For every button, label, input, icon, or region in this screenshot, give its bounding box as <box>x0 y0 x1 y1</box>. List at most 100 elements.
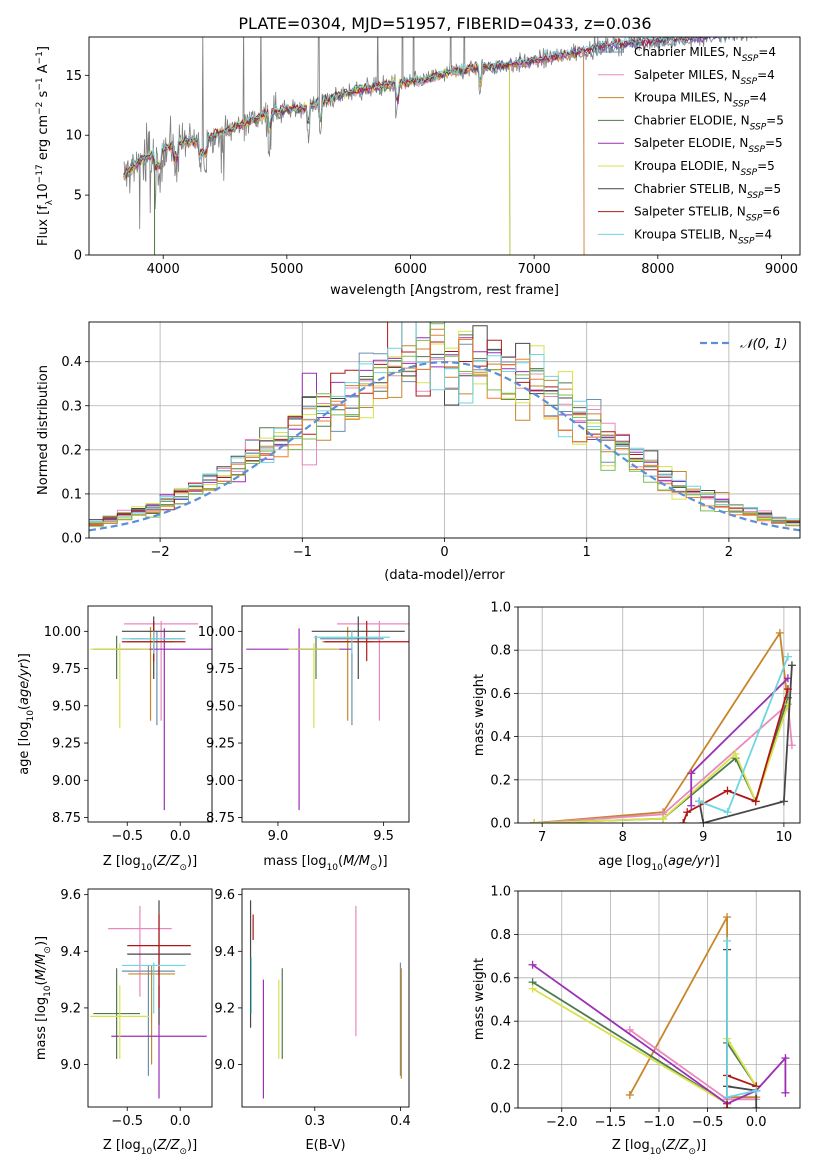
weight-marker <box>752 1086 761 1095</box>
weight-marker <box>723 936 732 945</box>
weight-line <box>534 702 793 823</box>
legend-item: Salpeter ELODIE, NSSP=5 <box>598 136 783 155</box>
axes-frame <box>87 888 213 1108</box>
y-tick-label: 0.6 <box>490 687 511 702</box>
y-tick-label: 9.0 <box>214 1058 235 1073</box>
legend-label: Salpeter MILES, NSSP=4 <box>634 68 775 87</box>
x-tick-label: −0.5 <box>692 1115 724 1130</box>
x-axis-label: Z [log10(Z/Z⊙)] <box>103 854 197 873</box>
x-tick-label: 0.0 <box>170 829 191 844</box>
chart-age_vs_Z: −0.5 0.0 8.75 9.00 9.25 9.50 9.75 10.00 Z [log10… <box>17 605 213 873</box>
legend-label: Chabrier STELIB, NSSP=5 <box>634 182 781 201</box>
y-tick-label: 9.50 <box>206 699 235 714</box>
weight-marker <box>731 749 740 758</box>
weight-line <box>532 987 757 1106</box>
x-axis-label: E(B-V) <box>305 1138 345 1153</box>
residual-histogram <box>89 323 800 527</box>
y-tick-label: 15 <box>65 69 82 84</box>
residual-histogram <box>89 322 800 524</box>
x-tick-label: 1 <box>583 545 591 560</box>
model-spectrum <box>123 37 721 177</box>
y-tick-label: 9.75 <box>206 662 235 677</box>
model-spectrum <box>123 37 737 178</box>
chart-age_vs_mass: 9.0 9.5 8.75 9.00 9.25 9.50 9.75 10.00 mass [log… <box>198 605 410 873</box>
weight-marker <box>783 685 792 694</box>
y-tick-label: 0.6 <box>490 971 511 986</box>
y-axis-label: mass [log10(M/M⊙)] <box>34 936 53 1060</box>
error-bar-point <box>246 628 352 811</box>
y-axis-label: Flux [fλ10−17 erg cm−2 s−1 A−1] <box>35 46 55 246</box>
y-tick-label: 0.8 <box>490 928 511 943</box>
y-tick-label: 0.4 <box>490 1015 511 1030</box>
x-axis-label: (data-model)/error <box>384 568 505 583</box>
y-tick-label: 8.75 <box>206 811 235 826</box>
weight-marker <box>775 628 784 637</box>
x-tick-label: 7 <box>538 830 546 845</box>
y-tick-label: 0.3 <box>61 399 82 414</box>
legend-label: Kroupa MILES, NSSP=4 <box>634 91 767 110</box>
legend-item: Salpeter MILES, NSSP=4 <box>598 68 775 87</box>
y-tick-label: 1.0 <box>490 601 511 616</box>
error-bar-point <box>322 626 374 721</box>
x-axis-label: mass [log10(M/M⊙)] <box>263 854 387 873</box>
error-bar-point <box>130 631 184 726</box>
error-bar-point <box>116 628 212 811</box>
y-tick-label: 0.0 <box>61 532 82 547</box>
y-tick-label: 9.2 <box>60 1001 81 1016</box>
weight-marker <box>659 814 668 823</box>
y-tick-label: 0.2 <box>490 1058 511 1073</box>
x-tick-label: 6000 <box>394 262 427 277</box>
x-tick-label: −0.5 <box>111 1114 143 1129</box>
axes-frame <box>88 321 801 539</box>
x-tick-label: 7000 <box>518 262 551 277</box>
weight-line <box>534 703 789 823</box>
weight-marker <box>787 741 796 750</box>
x-axis-label: Z [log10(Z/Z⊙)] <box>103 1138 197 1157</box>
weight-marker <box>781 1088 790 1097</box>
y-tick-label: 0.4 <box>61 355 82 370</box>
error-bar-point <box>108 905 172 997</box>
legend-item: Kroupa ELODIE, NSSP=5 <box>598 159 775 178</box>
chart-spectrum: 4000 5000 6000 7000 8000 9000 0 5 10 15 Chabrier M… <box>35 36 801 298</box>
x-tick-label: 9.5 <box>373 829 394 844</box>
y-tick-label: 5 <box>74 189 82 204</box>
normal-curve <box>89 360 800 532</box>
y-tick-label: 9.4 <box>60 945 81 960</box>
x-axis-label: Z [log10(Z/Z⊙)] <box>612 1138 706 1157</box>
x-tick-label: 10 <box>776 830 793 845</box>
weight-marker <box>783 700 792 709</box>
y-tick-label: 9.6 <box>214 888 235 903</box>
legend-label: Kroupa STELIB, NSSP=4 <box>634 227 772 246</box>
weight-marker <box>751 797 760 806</box>
y-tick-label: 9.25 <box>52 737 81 752</box>
x-tick-label: 0.4 <box>390 1114 411 1129</box>
weight-marker <box>781 1054 790 1063</box>
legend-item: Chabrier STELIB, NSSP=5 <box>598 182 781 201</box>
weight-marker <box>723 1104 732 1108</box>
legend-item: Kroupa STELIB, NSSP=4 <box>598 227 772 246</box>
error-bar-point <box>288 643 340 729</box>
legend-item: Chabrier MILES, NSSP=4 <box>598 45 776 64</box>
x-tick-label: −1.0 <box>643 1115 675 1130</box>
chart-weight_vs_age: 7 8 9 10 0.0 0.2 0.4 0.6 0.8 1.0 age [log10(age/yr… <box>472 601 801 873</box>
error-bar-point <box>121 965 175 1076</box>
y-tick-label: 0 <box>74 249 82 264</box>
x-tick-label: 9000 <box>765 262 798 277</box>
y-tick-label: 10 <box>65 129 82 144</box>
x-tick-label: 2 <box>725 545 733 560</box>
weight-marker <box>625 1090 634 1099</box>
model-spectrum <box>123 61 511 255</box>
y-tick-label: 0.1 <box>61 487 82 502</box>
weight-marker <box>530 819 539 823</box>
x-tick-label: −1 <box>293 545 312 560</box>
y-tick-label: 10.00 <box>44 625 81 640</box>
y-tick-label: 0.2 <box>61 443 82 458</box>
error-bar-point <box>128 965 175 1065</box>
legend-label: Salpeter STELIB, NSSP=6 <box>634 205 780 224</box>
weight-marker <box>787 661 796 670</box>
legend-label: Salpeter ELODIE, NSSP=5 <box>634 136 783 155</box>
weight-marker <box>699 819 708 823</box>
weight-marker <box>723 1093 732 1102</box>
y-tick-label: 0.8 <box>490 644 511 659</box>
